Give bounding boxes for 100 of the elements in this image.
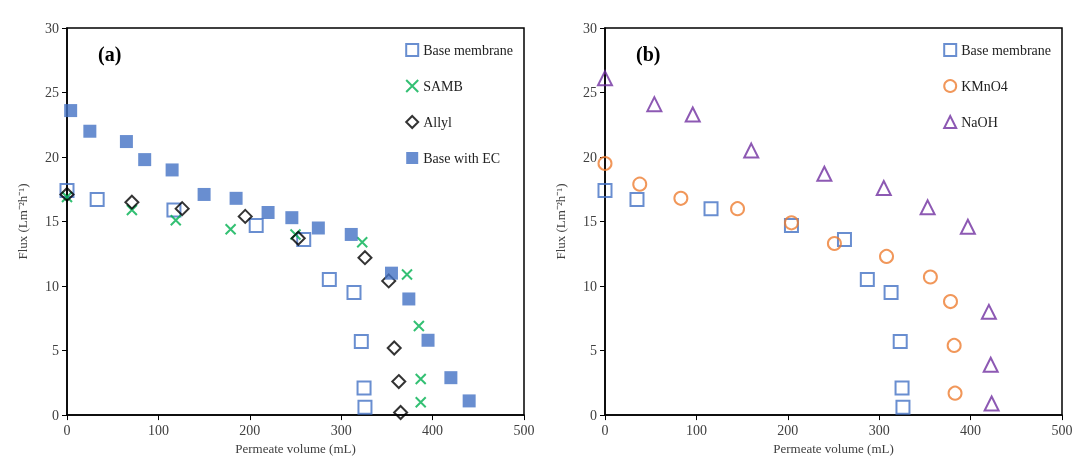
x-tick-label: 200 bbox=[777, 422, 799, 438]
x-tick-label: 300 bbox=[330, 422, 352, 438]
y-tick-label: 15 bbox=[45, 214, 59, 230]
point bbox=[124, 194, 140, 210]
y-tick-label: 20 bbox=[583, 149, 597, 165]
point bbox=[836, 232, 852, 248]
point bbox=[597, 183, 613, 199]
point bbox=[393, 405, 409, 421]
point bbox=[356, 380, 372, 396]
point bbox=[384, 266, 398, 280]
point bbox=[879, 248, 895, 264]
point bbox=[673, 190, 689, 206]
point bbox=[632, 176, 648, 192]
point bbox=[684, 106, 701, 123]
point bbox=[947, 385, 963, 401]
point bbox=[125, 203, 138, 216]
point bbox=[959, 218, 976, 235]
x-axis-title: Permeate volume (mL) bbox=[773, 441, 894, 456]
legend-label: KMnO4 bbox=[961, 78, 1008, 94]
point bbox=[919, 199, 936, 216]
point bbox=[730, 201, 746, 217]
point bbox=[922, 269, 938, 285]
point bbox=[875, 180, 892, 196]
y-tick-label: 25 bbox=[583, 85, 597, 101]
legend-label: Base membrane bbox=[961, 42, 1051, 58]
x-tick-label: 400 bbox=[960, 422, 982, 438]
point bbox=[629, 192, 645, 208]
point bbox=[321, 272, 337, 288]
point bbox=[703, 201, 719, 217]
point bbox=[344, 227, 358, 241]
x-tick-label: 400 bbox=[422, 422, 444, 438]
x-tick-label: 100 bbox=[685, 422, 707, 438]
point bbox=[138, 153, 152, 167]
point bbox=[816, 165, 833, 182]
point bbox=[166, 202, 182, 218]
y-tick-label: 25 bbox=[45, 85, 59, 101]
point bbox=[346, 285, 362, 301]
point bbox=[311, 221, 325, 235]
x-tick-label: 100 bbox=[147, 422, 169, 438]
point bbox=[165, 163, 179, 177]
point bbox=[357, 399, 373, 415]
y-tick-label: 5 bbox=[52, 343, 59, 359]
point bbox=[894, 380, 910, 396]
annotation: (a) bbox=[98, 43, 122, 66]
legend-label: Base with EC bbox=[423, 150, 501, 166]
point bbox=[412, 320, 425, 333]
x-tick-label: 300 bbox=[868, 422, 890, 438]
point bbox=[743, 142, 760, 159]
point bbox=[983, 395, 1000, 412]
y-tick-label: 15 bbox=[583, 214, 597, 230]
y-tick-label: 30 bbox=[583, 20, 597, 36]
point bbox=[64, 104, 78, 118]
annotation: (b) bbox=[636, 43, 661, 66]
point bbox=[895, 399, 911, 415]
point bbox=[414, 372, 427, 385]
legend-label: Allyl bbox=[423, 114, 453, 130]
legend-label: NaOH bbox=[961, 114, 998, 130]
point bbox=[285, 211, 299, 225]
point bbox=[290, 230, 306, 246]
point bbox=[826, 235, 842, 251]
point bbox=[386, 340, 402, 356]
point bbox=[421, 333, 435, 347]
point bbox=[414, 396, 427, 409]
point bbox=[353, 334, 369, 350]
point bbox=[859, 272, 875, 288]
point bbox=[391, 374, 407, 390]
point bbox=[248, 217, 264, 233]
y-tick-label: 5 bbox=[590, 343, 597, 359]
y-tick-label: 0 bbox=[52, 407, 59, 423]
point bbox=[980, 303, 997, 320]
x-tick-label: 0 bbox=[63, 422, 71, 438]
point bbox=[646, 96, 663, 113]
point bbox=[229, 191, 243, 205]
y-tick-label: 10 bbox=[45, 278, 59, 294]
y-tick-label: 0 bbox=[590, 407, 597, 423]
point bbox=[119, 135, 133, 149]
point bbox=[883, 285, 899, 301]
point bbox=[174, 201, 190, 217]
point bbox=[261, 206, 275, 220]
x-axis-title: Permeate volume (mL) bbox=[235, 441, 356, 456]
y-tick-label: 20 bbox=[45, 149, 59, 165]
point bbox=[597, 155, 613, 171]
point bbox=[402, 292, 416, 306]
point bbox=[462, 394, 476, 408]
point bbox=[224, 223, 237, 236]
point bbox=[169, 214, 182, 227]
point bbox=[982, 356, 999, 373]
y-tick-label: 30 bbox=[45, 20, 59, 36]
point bbox=[237, 208, 253, 224]
point bbox=[401, 268, 414, 281]
x-tick-label: 200 bbox=[239, 422, 261, 438]
legend-label: Base membrane bbox=[423, 42, 513, 58]
x-tick-label: 0 bbox=[601, 422, 609, 438]
point bbox=[289, 228, 302, 241]
x-tick-label: 500 bbox=[1051, 422, 1073, 438]
point bbox=[943, 294, 958, 310]
point bbox=[89, 192, 105, 208]
point bbox=[597, 70, 613, 87]
point bbox=[356, 236, 369, 249]
y-axis-title: Flux (Lm⁻²h⁻¹) bbox=[15, 183, 30, 260]
